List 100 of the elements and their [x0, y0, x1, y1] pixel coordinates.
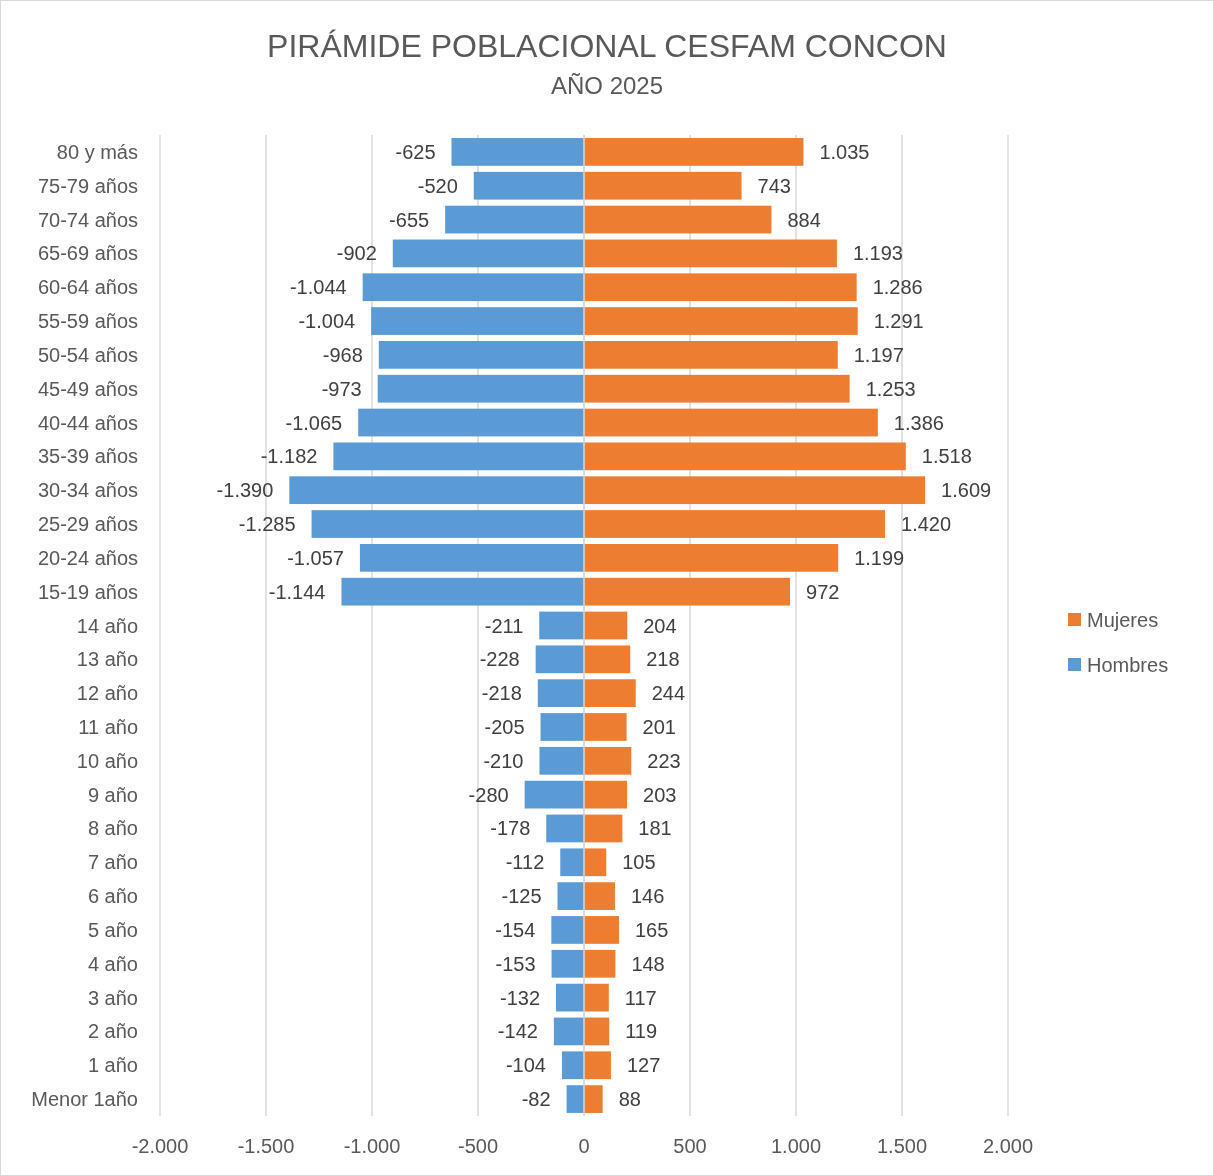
data-label: 148: [631, 952, 665, 975]
bar: [584, 949, 616, 978]
bar: [584, 476, 926, 505]
data-label: 244: [651, 682, 686, 705]
bar: [560, 848, 584, 877]
data-label: 127: [626, 1054, 661, 1077]
bar: [584, 611, 628, 640]
y-tick-label: 14 año: [76, 614, 138, 637]
y-tick-label: 11 año: [78, 715, 138, 738]
bar: [557, 882, 584, 910]
data-label: -655: [389, 208, 430, 231]
y-tick-label: 50-54 años: [37, 343, 138, 366]
y-tick-label: 40-44 años: [37, 411, 138, 434]
bar: [584, 273, 857, 302]
data-label: -973: [321, 377, 362, 400]
data-label: -218: [481, 682, 522, 705]
bar: [362, 273, 584, 302]
data-label: -104: [505, 1054, 546, 1077]
data-label: 1.035: [819, 140, 870, 163]
x-tick-label: -500: [457, 1135, 499, 1157]
data-label: -520: [417, 174, 458, 197]
bar: [566, 1085, 584, 1113]
bar: [359, 543, 584, 572]
data-label: 204: [643, 614, 677, 637]
bar: [584, 1085, 603, 1113]
y-tick-label: 70-74 años: [37, 208, 138, 231]
data-label: -112: [505, 851, 545, 874]
data-label: 201: [642, 715, 676, 738]
data-label: 223: [647, 749, 681, 772]
bar: [584, 171, 742, 200]
bar: [584, 442, 906, 471]
data-label: 1.386: [893, 411, 944, 434]
bar: [584, 510, 886, 538]
bar: [341, 577, 584, 606]
data-label: -142: [497, 1020, 538, 1043]
data-label: -1.390: [216, 479, 274, 502]
data-label: 1.253: [865, 377, 916, 400]
bar: [524, 780, 584, 809]
x-tick-label: 500: [673, 1135, 707, 1157]
bar: [333, 442, 584, 471]
data-label: -178: [490, 817, 531, 840]
bar: [473, 171, 584, 200]
bar: [537, 679, 584, 708]
data-label: 1.199: [854, 546, 905, 569]
data-label: -1.144: [268, 580, 326, 603]
x-tick-label: -1.500: [237, 1135, 295, 1157]
data-label: -1.182: [260, 445, 318, 468]
x-tick-label: 0: [578, 1135, 590, 1157]
data-label: -132: [499, 986, 541, 1009]
bar: [551, 949, 584, 978]
data-label: -154: [495, 918, 536, 941]
data-label: 1.609: [941, 479, 992, 502]
bar: [561, 1051, 584, 1080]
y-tick-label: 10 año: [76, 749, 138, 772]
data-label: -125: [501, 885, 542, 908]
y-tick-label: 6 año: [87, 885, 138, 908]
bar: [584, 780, 628, 809]
y-tick-label: 5 año: [87, 918, 138, 941]
bar: [358, 408, 584, 437]
x-tick-label: -2.000: [131, 1135, 189, 1157]
bar: [584, 848, 607, 877]
data-label: -1.057: [287, 546, 344, 569]
bar: [584, 713, 627, 741]
chart-subtitle: AÑO 2025: [550, 72, 664, 99]
y-tick-label: 35-39 años: [37, 445, 138, 468]
bar: [539, 746, 584, 775]
bar: [445, 205, 584, 234]
y-tick-label: 1 año: [87, 1054, 138, 1077]
bar: [584, 814, 623, 843]
data-label: 218: [646, 648, 680, 671]
data-label: 88: [618, 1088, 641, 1111]
data-label: 1.518: [921, 445, 972, 468]
legend-label: Hombres: [1087, 654, 1169, 676]
bar: [377, 374, 584, 403]
bar: [584, 916, 619, 944]
bar: [584, 543, 839, 572]
y-tick-label: 25-29 años: [37, 513, 138, 536]
bar: [539, 611, 584, 640]
data-label: -968: [322, 343, 363, 366]
data-label: -153: [495, 952, 536, 975]
data-label: 884: [787, 208, 821, 231]
bar: [584, 645, 631, 674]
y-tick-label: 75-79 años: [37, 174, 138, 197]
y-tick-label: 65-69 años: [37, 242, 138, 265]
chart-title: PIRÁMIDE POBLACIONAL CESFAM CONCON: [267, 28, 947, 64]
y-tick-label: 45-49 años: [37, 377, 138, 400]
bar: [584, 205, 772, 234]
x-tick-label: 1.000: [770, 1135, 822, 1157]
bar: [546, 814, 584, 843]
bar: [551, 916, 584, 944]
data-label: 105: [622, 851, 656, 874]
data-label: -1.285: [238, 513, 296, 536]
data-label: 165: [634, 918, 669, 941]
y-tick-label: 30-34 años: [37, 479, 138, 502]
x-tick-label: -1.000: [343, 1135, 401, 1157]
x-tick-label: 2.000: [982, 1135, 1034, 1157]
y-tick-label: 12 año: [76, 682, 138, 705]
bar: [540, 713, 584, 741]
bar: [378, 341, 584, 369]
data-label: -82: [521, 1088, 551, 1111]
